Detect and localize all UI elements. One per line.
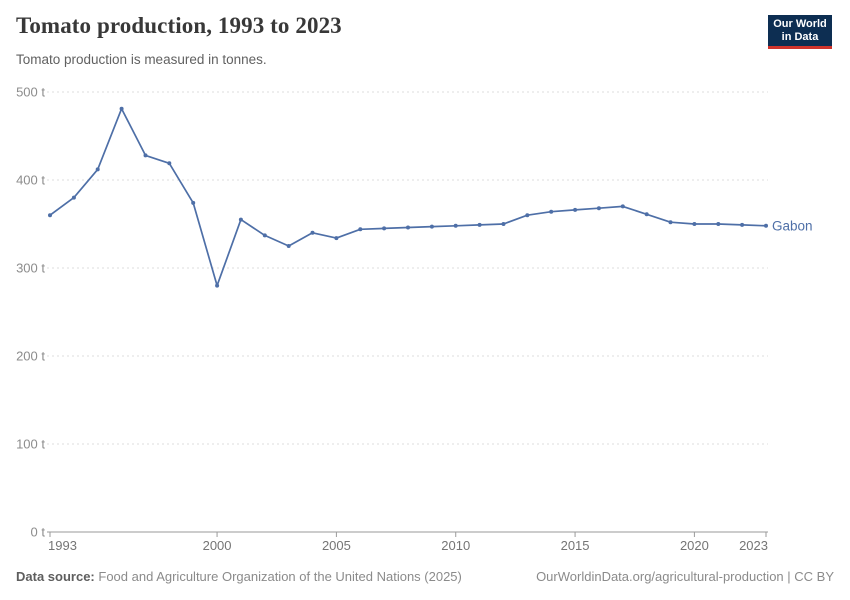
data-point-2022[interactable] <box>740 222 745 227</box>
data-point-2016[interactable] <box>596 206 601 211</box>
data-point-2009[interactable] <box>429 224 434 229</box>
data-point-2019[interactable] <box>668 220 673 225</box>
data-point-2001[interactable] <box>238 217 243 222</box>
series-label-gabon[interactable]: Gabon <box>772 218 813 233</box>
data-point-2021[interactable] <box>716 222 721 226</box>
data-point-2004[interactable] <box>310 230 315 235</box>
line-chart: 0 t 100 t 200 t 300 t 400 t 500 t 1993 2000 2005… <box>16 85 813 554</box>
y-axis-label-200: 200 t <box>16 349 45 364</box>
data-source-label: Data source: <box>16 569 95 584</box>
data-point-1999[interactable] <box>191 200 196 205</box>
y-axis-label-400: 400 t <box>16 173 45 188</box>
data-source: Data source: Food and Agriculture Organi… <box>16 569 462 584</box>
data-point-1995[interactable] <box>95 167 100 172</box>
data-point-2007[interactable] <box>382 226 387 231</box>
data-point-2020[interactable] <box>692 222 697 226</box>
data-point-2006[interactable] <box>358 227 363 232</box>
data-point-1993[interactable] <box>48 213 52 218</box>
data-point-2014[interactable] <box>549 209 554 214</box>
owid-logo[interactable]: Our World in Data <box>768 15 832 49</box>
data-point-2003[interactable] <box>286 244 291 248</box>
data-point-2011[interactable] <box>477 222 482 227</box>
x-axis-label-2005: 2005 <box>322 538 351 553</box>
data-point-2010[interactable] <box>453 223 458 228</box>
data-point-2000[interactable] <box>215 283 220 288</box>
data-point-2013[interactable] <box>525 213 530 218</box>
data-source-text: Food and Agriculture Organization of the… <box>98 569 462 584</box>
data-point-2002[interactable] <box>262 233 267 238</box>
y-axis-label-0: 0 t <box>31 525 46 540</box>
data-point-2015[interactable] <box>573 207 578 212</box>
page-subtitle: Tomato production is measured in tonnes. <box>16 52 267 67</box>
data-point-1994[interactable] <box>71 195 76 200</box>
data-point-1997[interactable] <box>143 153 148 158</box>
data-point-2023[interactable] <box>764 223 768 228</box>
y-axis-label-300: 300 t <box>16 261 45 276</box>
data-point-2017[interactable] <box>620 204 625 209</box>
chart-footer: Data source: Food and Agriculture Organi… <box>16 569 834 584</box>
x-axis-label-1993: 1993 <box>48 538 77 553</box>
x-axis-label-2023: 2023 <box>739 538 768 553</box>
x-axis-label-2010: 2010 <box>441 538 470 553</box>
page-title: Tomato production, 1993 to 2023 <box>16 13 342 38</box>
owid-logo-line2: in Data <box>781 31 819 43</box>
owid-logo-box: Our World in Data <box>768 15 832 49</box>
y-axis-label-500: 500 t <box>16 85 45 100</box>
y-axis-label-100: 100 t <box>16 437 45 452</box>
x-axis-label-2015: 2015 <box>561 538 590 553</box>
data-point-2018[interactable] <box>644 212 649 217</box>
footer-attribution-link[interactable]: OurWorldinData.org/agricultural-producti… <box>536 569 834 584</box>
data-point-1998[interactable] <box>167 161 172 166</box>
owid-logo-line1: Our World <box>773 18 827 30</box>
x-axis-label-2000: 2000 <box>203 538 232 553</box>
x-axis-label-2020: 2020 <box>680 538 709 553</box>
data-point-2012[interactable] <box>501 222 506 226</box>
data-point-1996[interactable] <box>119 106 124 111</box>
data-point-2008[interactable] <box>406 225 410 230</box>
series-line-gabon[interactable] <box>49 107 767 287</box>
data-point-2005[interactable] <box>334 236 339 241</box>
